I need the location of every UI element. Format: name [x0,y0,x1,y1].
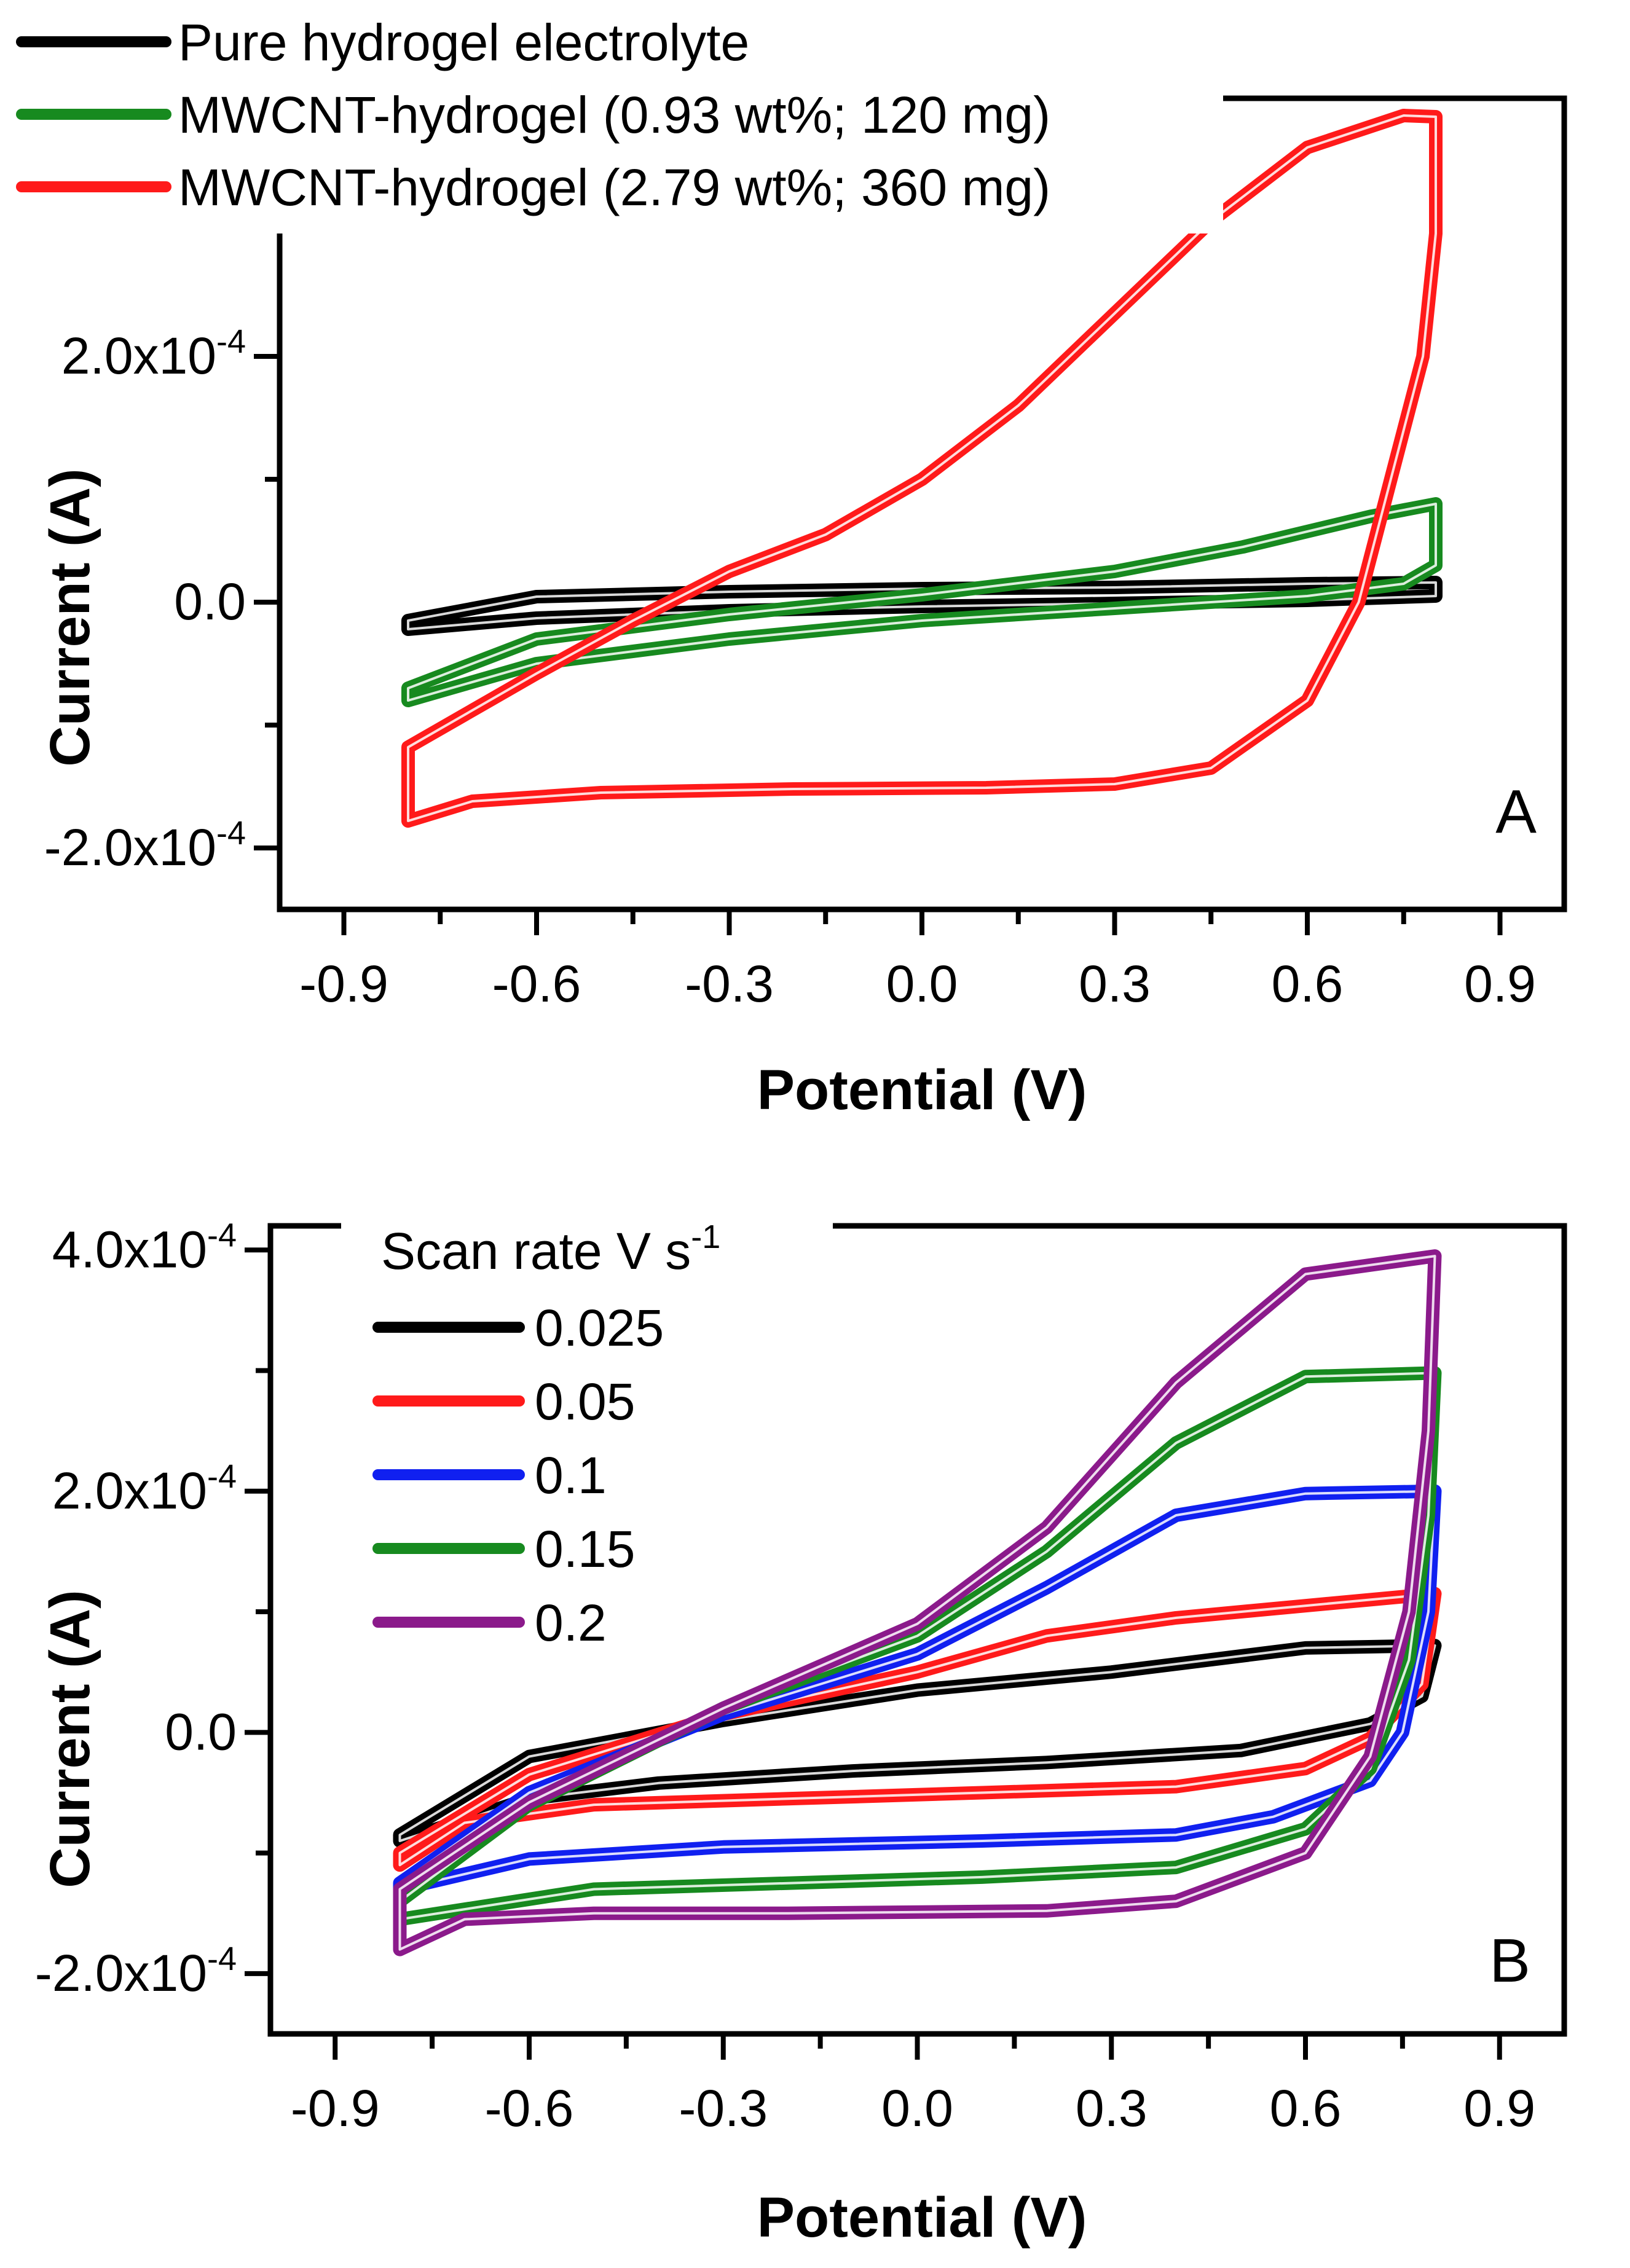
y-tick-label: 0.0 [165,1703,237,1760]
x-tick-label: -0.6 [485,2079,574,2137]
x-tick-label: 0.9 [1464,955,1536,1013]
cv-curve-gap-3 [407,114,1437,822]
panel-a-series [401,109,1443,828]
y-tick-mantissa: 0.0 [174,573,246,630]
cv-curve-gap-5 [398,1255,1436,1951]
panel-b-x-axis: -0.9 -0.6 -0.3 0.0 0.3 0.6 0.9 [291,2034,1535,2137]
legend-label: 0.2 [535,1594,607,1652]
cv-curve-gap-2 [407,503,1437,702]
x-tick-label: 0.6 [1272,955,1344,1013]
y-tick-exponent: -4 [207,1940,237,1977]
panel-b-legend-title-main: Scan rate V s [381,1222,691,1280]
cv-curve-gap-3 [398,1489,1436,1891]
panel-b-x-axis-title: Potential (V) [757,2186,1087,2249]
y-tick-mantissa: 0.0 [165,1703,237,1760]
x-tick-label: -0.3 [685,955,774,1013]
y-tick-mantissa: 2.0x10 [52,1462,207,1520]
y-tick-label: -2.0x10-4 [44,815,246,876]
legend-label: MWCNT-hydrogel (2.79 wt%; 360 mg) [178,159,1050,216]
panel-b-series [393,1249,1442,1956]
legend-label: Pure hydrogel electrolyte [178,14,749,71]
x-tick-label: 0.3 [1079,955,1151,1013]
x-tick-label: 0.0 [881,2079,953,2137]
y-tick-mantissa: 2.0x10 [61,327,216,385]
y-tick-mantissa: -2.0x10 [35,1944,207,2002]
y-tick-exponent: -4 [216,323,246,360]
panel-b-y-axis: -2.0x10-40.02.0x10-44.0x10-4 [35,1217,270,2002]
panel-a-y-axis-title: Current (A) [39,468,101,767]
y-tick-exponent: -4 [216,815,246,852]
panel-a-frame [277,95,1567,912]
panel-b-legend-title: Scan rate V s-1 [381,1218,720,1280]
x-tick-label: 0.6 [1270,2079,1342,2137]
panel-b: -0.9 -0.6 -0.3 0.0 0.3 0.6 0.9 -2.0x10-40.02.0… [35,1217,1567,2249]
y-tick-label: 2.0x10-4 [61,323,246,385]
x-tick-label: -0.3 [679,2079,768,2137]
y-tick-label: 4.0x10-4 [52,1217,237,1278]
panel-a-legend: Pure hydrogel electrolyte MWCNT-hydrogel … [0,0,1223,233]
legend-label: 0.05 [535,1373,636,1430]
panel-a-y-axis: -2.0x10-40.02.0x10-4 [44,323,280,876]
x-tick-label: -0.9 [291,2079,380,2137]
x-tick-label: 0.9 [1463,2079,1535,2137]
x-tick-label: 0.0 [886,955,958,1013]
legend-label: 0.1 [535,1446,607,1504]
y-tick-label: 2.0x10-4 [52,1458,237,1520]
y-tick-exponent: -4 [207,1217,237,1254]
legend-label: 0.025 [535,1299,664,1357]
panel-a-letter: A [1495,777,1537,846]
y-tick-exponent: -4 [207,1458,237,1495]
y-tick-label: -2.0x10-4 [35,1940,237,2002]
cv-curve-gap-4 [398,1371,1436,1921]
y-tick-mantissa: 4.0x10 [52,1220,207,1278]
x-tick-label: -0.9 [299,955,388,1013]
y-tick-label: 0.0 [174,573,246,630]
cv-curve-gap-1 [407,581,1437,630]
legend-label: MWCNT-hydrogel (0.93 wt%; 120 mg) [178,86,1050,144]
y-tick-mantissa: -2.0x10 [44,818,216,876]
x-tick-label: -0.6 [492,955,581,1013]
x-tick-label: 0.3 [1076,2079,1148,2137]
panel-a: -0.9 -0.6 -0.3 0.0 0.3 0.6 0.9 -2.0x10-40.02.0… [0,0,1567,1121]
legend-label: 0.15 [535,1520,636,1578]
panel-b-y-axis-title: Current (A) [39,1590,101,1888]
panel-b-letter: B [1489,1926,1530,1995]
panel-b-legend: 0.025 0.05 0.1 0.15 0.2 [372,1299,664,1652]
panel-a-x-axis-title: Potential (V) [757,1059,1087,1121]
panel-b-legend-title-superscript: -1 [691,1218,720,1255]
panel-a-x-axis: -0.9 -0.6 -0.3 0.0 0.3 0.6 0.9 [299,909,1536,1013]
legend-background [0,0,1223,233]
